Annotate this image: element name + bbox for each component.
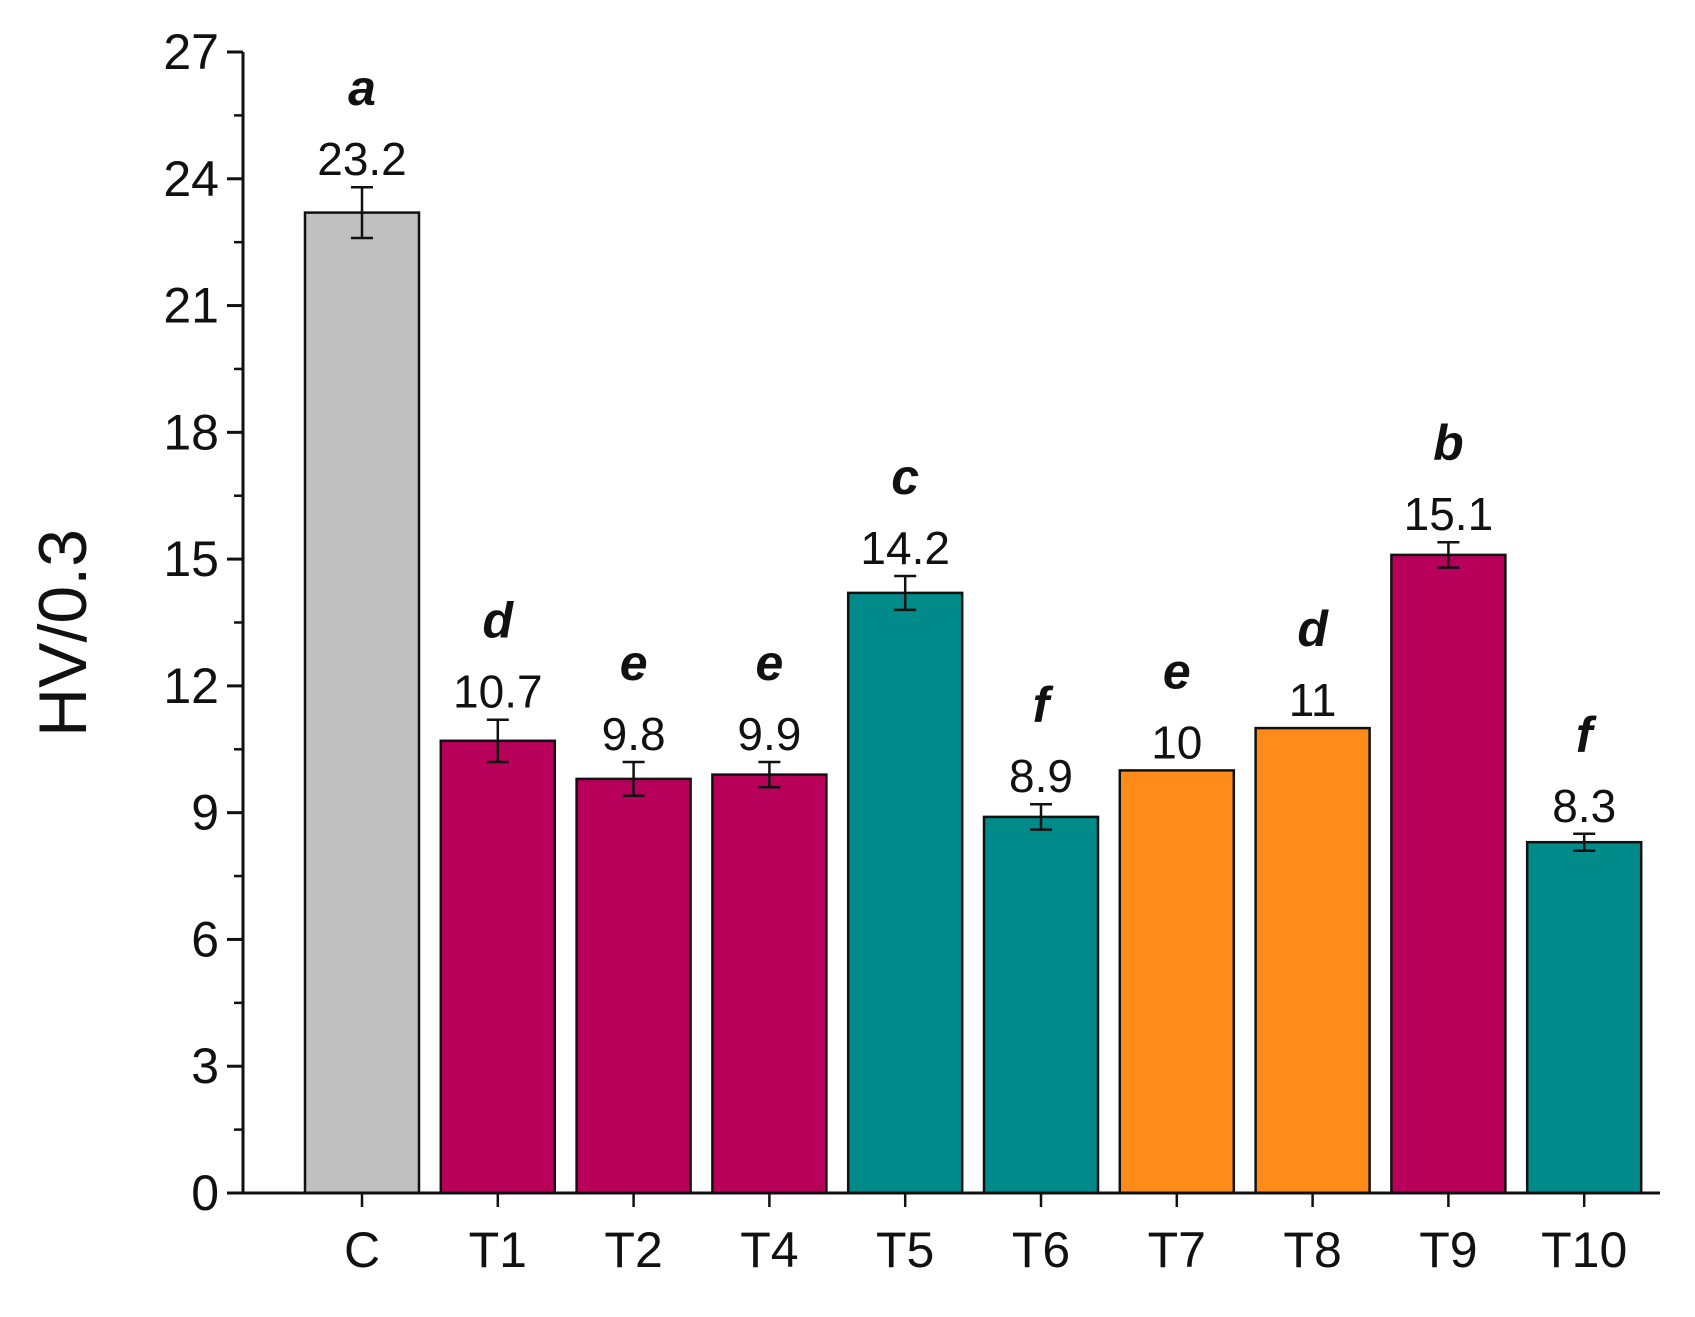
group-letter-t7: e	[1163, 643, 1191, 699]
group-letter-t10: f	[1576, 707, 1597, 763]
bar-t6	[982, 815, 1100, 1195]
bar-t7	[1118, 769, 1236, 1195]
group-letter-t4: e	[755, 635, 783, 691]
x-tick-label-t5: T5	[876, 1222, 934, 1278]
bar-t5	[846, 591, 964, 1195]
y-axis-title: HV/0.3	[25, 529, 101, 737]
y-tick-label-15: 15	[163, 531, 219, 587]
x-tick-label-t10: T10	[1541, 1222, 1627, 1278]
value-label-c: 23.2	[317, 133, 407, 185]
bar-t8	[1254, 726, 1371, 1195]
bar-c	[303, 211, 421, 1195]
value-label-t5: 14.2	[860, 522, 950, 574]
y-tick-label-0: 0	[191, 1165, 219, 1221]
y-tick-label-27: 27	[163, 24, 219, 80]
bars-layer	[303, 185, 1643, 1195]
value-label-t8: 11	[1289, 674, 1337, 726]
y-tick-label-21: 21	[163, 278, 219, 334]
value-label-t6: 8.9	[1009, 750, 1073, 802]
group-letter-t6: f	[1033, 677, 1054, 733]
group-letter-t5: c	[891, 449, 919, 505]
x-tick-label-t9: T9	[1419, 1222, 1477, 1278]
y-tick-label-24: 24	[163, 151, 219, 207]
bar-t2	[575, 777, 692, 1195]
x-tick-label-t8: T8	[1283, 1222, 1341, 1278]
bar-t9	[1390, 553, 1507, 1195]
y-tick-label-9: 9	[191, 785, 219, 841]
group-letter-t1: d	[483, 593, 515, 649]
bar-t1	[439, 739, 557, 1195]
axes-layer	[227, 50, 1660, 1207]
x-tick-label-t7: T7	[1148, 1222, 1206, 1278]
x-tick-label-t1: T1	[469, 1222, 527, 1278]
group-letter-t8: d	[1297, 601, 1329, 657]
y-tick-label-3: 3	[191, 1038, 219, 1094]
x-tick-label-t2: T2	[604, 1222, 662, 1278]
x-tick-label-t6: T6	[1012, 1222, 1070, 1278]
y-tick-label-12: 12	[163, 658, 219, 714]
y-tick-label-18: 18	[163, 404, 219, 460]
value-label-t7: 10	[1151, 716, 1202, 768]
value-label-t9: 15.1	[1404, 488, 1494, 540]
bar-t4	[711, 773, 828, 1195]
value-label-t2: 9.8	[602, 708, 666, 760]
group-letter-t2: e	[620, 635, 648, 691]
x-tick-label-t4: T4	[740, 1222, 798, 1278]
value-label-t10: 8.3	[1552, 780, 1616, 832]
bar-t10	[1525, 840, 1643, 1195]
group-letter-c: a	[348, 60, 376, 116]
y-tick-label-6: 6	[191, 911, 219, 967]
value-label-t1: 10.7	[453, 666, 543, 718]
labels-layer: 23.2 a C 10.7 d T1 9.8 e T2 9.9 e T4 14.2 c T5 8.9 f T6 10…	[163, 24, 1627, 1278]
group-letter-t9: b	[1433, 415, 1464, 471]
value-label-t4: 9.9	[737, 708, 801, 760]
x-tick-label-c: C	[344, 1222, 380, 1278]
